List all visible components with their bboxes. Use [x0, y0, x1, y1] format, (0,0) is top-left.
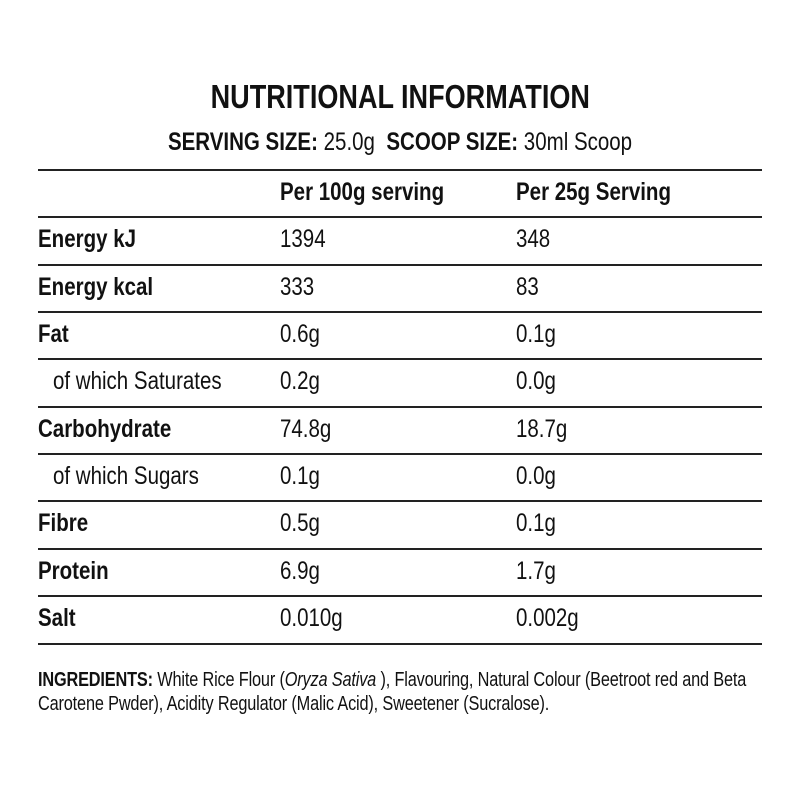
scoop-size-value: 30ml Scoop [523, 128, 633, 156]
table-row: Fat 0.6g 0.1g [38, 311, 762, 358]
table-divider [38, 406, 762, 408]
per-100g-value: 74.8g [280, 415, 332, 443]
table-row: of which Sugars 0.1g 0.0g [38, 453, 762, 500]
table-divider [38, 311, 762, 313]
row-label: Fat [38, 320, 69, 348]
table-divider [38, 358, 762, 360]
table-divider [38, 595, 762, 597]
row-label: Protein [38, 557, 109, 585]
per-100g-value: 333 [280, 273, 315, 301]
serving-size-label: SERVING SIZE: [167, 128, 318, 156]
scoop-size-label: SCOOP SIZE: [386, 128, 519, 156]
per-25g-value: 0.002g [516, 604, 579, 632]
table-row: Fibre 0.5g 0.1g [38, 500, 762, 547]
row-label: Energy kcal [38, 273, 154, 301]
per-100g-value: 6.9g [280, 557, 320, 585]
row-label: of which Sugars [53, 462, 199, 490]
per-25g-value: 0.1g [516, 320, 556, 348]
table-divider [38, 643, 762, 645]
page-title: NUTRITIONAL INFORMATION [210, 78, 590, 115]
serving-size-value: 25.0g [323, 128, 375, 156]
per-25g-value: 1.7g [516, 557, 556, 585]
table-row: Protein 6.9g 1.7g [38, 548, 762, 595]
serving-info: SERVING SIZE: 25.0g SCOOP SIZE: 30ml Sco… [0, 128, 800, 157]
row-label: Energy kJ [38, 225, 137, 253]
table-divider [38, 548, 762, 550]
table-divider [38, 169, 762, 171]
per-25g-value: 0.1g [516, 509, 556, 537]
per-25g-value: Per 25g Serving [516, 178, 671, 206]
table-divider [38, 216, 762, 218]
table-row: Carbohydrate 74.8g 18.7g [38, 406, 762, 453]
per-100g-value: 0.010g [280, 604, 343, 632]
table-row: Energy kJ 1394 348 [38, 216, 762, 263]
ingredients: INGREDIENTS: White Rice Flour (Oryza Sat… [38, 669, 747, 715]
table-row: of which Saturates 0.2g 0.0g [38, 358, 762, 405]
per-25g-value: 0.0g [516, 462, 556, 490]
row-label: Carbohydrate [38, 415, 172, 443]
per-100g-value: 0.1g [280, 462, 320, 490]
ingredients-label: INGREDIENTS: [38, 669, 153, 691]
per-100g-value: 0.2g [280, 367, 320, 395]
per-25g-value: 83 [516, 273, 539, 301]
table-header: Per 100g serving Per 25g Serving [38, 169, 762, 216]
per-25g-value: 348 [516, 225, 551, 253]
table-row: Energy kcal 333 83 [38, 264, 762, 311]
table-row: Salt 0.010g 0.002g [38, 595, 762, 642]
row-label: Fibre [38, 509, 89, 537]
table-divider [38, 453, 762, 455]
per-25g-value: 0.0g [516, 367, 556, 395]
per-100g-value: Per 100g serving [280, 178, 445, 206]
table-divider [38, 264, 762, 266]
row-label: Salt [38, 604, 76, 632]
per-100g-value: 1394 [280, 225, 326, 253]
table-divider [38, 500, 762, 502]
row-label: of which Saturates [53, 367, 222, 395]
per-25g-value: 18.7g [516, 415, 568, 443]
per-100g-value: 0.5g [280, 509, 320, 537]
per-100g-value: 0.6g [280, 320, 320, 348]
